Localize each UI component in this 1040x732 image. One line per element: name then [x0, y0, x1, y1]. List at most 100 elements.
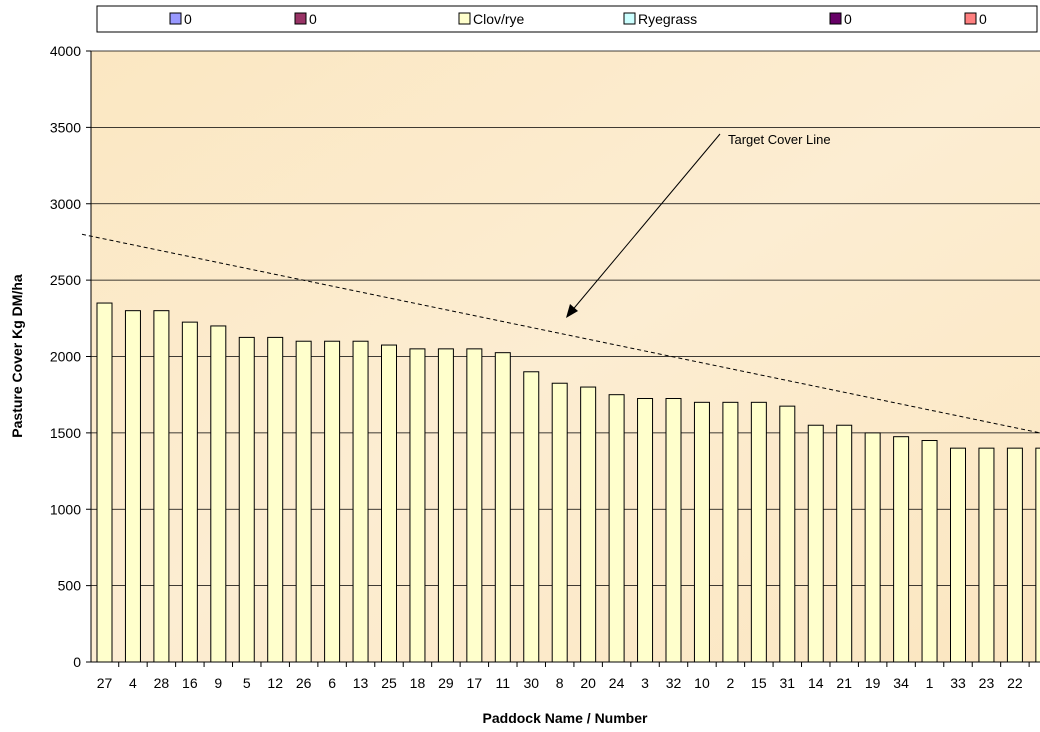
- annotation-arrow: [569, 133, 721, 314]
- y-tick-label: 0: [73, 654, 81, 670]
- x-tick-label: 5: [243, 675, 251, 691]
- legend-swatch-6: [964, 12, 977, 25]
- x-tick-label: 24: [609, 675, 625, 691]
- legend-frame: [96, 5, 1038, 33]
- bar-8: [551, 382, 568, 663]
- bar-24: [608, 394, 625, 663]
- bar-13: [352, 340, 369, 663]
- bar-2: [722, 401, 739, 663]
- bar-34: [893, 436, 910, 663]
- x-tick-label: 1: [926, 675, 934, 691]
- bar-16: [181, 321, 198, 663]
- legend-label-2: 0: [309, 11, 317, 27]
- legend-label-5: 0: [844, 11, 852, 27]
- bar-7: [1035, 447, 1040, 663]
- bar-28: [153, 310, 170, 663]
- bar-5: [238, 336, 255, 663]
- x-tick-label: 13: [353, 675, 369, 691]
- legend: 0 0 Clov/rye Ryegrass 0 0: [96, 5, 1038, 33]
- x-tick-label: 20: [580, 675, 596, 691]
- x-tick-label: 18: [410, 675, 426, 691]
- y-axis-title: Pasture Cover Kg DM/ha: [9, 274, 25, 438]
- x-tick-label: 17: [467, 675, 483, 691]
- bar-4: [124, 310, 141, 663]
- bar-26: [295, 340, 312, 663]
- x-tick-label: 31: [780, 675, 796, 691]
- bar-30: [523, 371, 540, 663]
- y-tick-label: 2000: [50, 349, 81, 365]
- x-tick-label: 27: [97, 675, 113, 691]
- x-tick-label: 3: [641, 675, 649, 691]
- y-tick-label: 1500: [50, 425, 81, 441]
- legend-label-3: Clov/rye: [473, 11, 525, 27]
- bar-33: [950, 447, 966, 663]
- legend-swatch-3: [458, 12, 471, 25]
- bar-1: [921, 440, 938, 663]
- axes: [86, 50, 1040, 667]
- y-tick-labels: 0 500 1000 1500 2000 2500 3000 3500 4000: [50, 43, 81, 670]
- bar-31: [779, 405, 796, 663]
- legend-swatch-5: [829, 12, 842, 25]
- x-tick-label: 26: [296, 675, 312, 691]
- x-tick-label: 15: [751, 675, 767, 691]
- annotation-arrowhead: [566, 304, 578, 318]
- bar-14: [807, 424, 824, 663]
- legend-label-1: 0: [184, 11, 192, 27]
- x-tick-label: 9: [214, 675, 222, 691]
- x-tick-label: 11: [496, 675, 511, 691]
- legend-label-6: 0: [979, 11, 987, 27]
- bar-12: [267, 336, 284, 663]
- x-axis-title: Paddock Name / Number: [483, 710, 648, 726]
- x-tick-label: 4: [129, 675, 137, 691]
- bar-10: [693, 401, 710, 663]
- bar-9: [210, 325, 227, 663]
- x-tick-label: 29: [438, 675, 454, 691]
- x-tick-label: 23: [979, 675, 995, 691]
- bar-32: [665, 398, 682, 663]
- legend-swatch-1: [169, 12, 182, 25]
- y-tick-label: 3500: [50, 119, 81, 135]
- bar-29: [437, 348, 454, 663]
- x-tick-label: 19: [865, 675, 881, 691]
- target-cover-line: [81, 233, 1040, 434]
- y-tick-label: 1000: [50, 501, 81, 517]
- x-tick-label: 25: [381, 675, 397, 691]
- bars: [96, 302, 1040, 663]
- x-tick-label: 32: [666, 675, 682, 691]
- x-tick-label: 33: [950, 675, 966, 691]
- legend-item-5: 0: [829, 11, 852, 27]
- y-tick-label: 4000: [50, 43, 81, 59]
- x-tick-label: 10: [694, 675, 710, 691]
- y-tick-label: 500: [58, 578, 82, 594]
- bar-20: [580, 386, 597, 663]
- x-tick-label: 14: [808, 675, 824, 691]
- x-tick-label: 21: [836, 675, 852, 691]
- bar-21: [836, 424, 853, 663]
- x-tick-label: 8: [556, 675, 564, 691]
- bar-15: [750, 401, 767, 663]
- legend-item-3: Clov/rye: [458, 11, 525, 27]
- bar-11: [494, 352, 511, 663]
- x-tick-label: 34: [893, 675, 909, 691]
- x-tick-label: 30: [523, 675, 539, 691]
- bar-22: [1006, 447, 1023, 663]
- bar-23: [978, 447, 995, 663]
- legend-item-6: 0: [964, 11, 987, 27]
- bar-27: [96, 302, 113, 663]
- target-line-label: Target Cover Line: [728, 132, 831, 147]
- y-tick-label: 2500: [50, 272, 81, 288]
- bar-18: [409, 348, 426, 663]
- bar-3: [637, 398, 654, 663]
- bar-25: [381, 344, 397, 663]
- x-tick-label: 16: [182, 675, 198, 691]
- y-tick-label: 3000: [50, 196, 81, 212]
- bar-6: [324, 340, 341, 663]
- legend-swatch-2: [294, 12, 307, 25]
- x-tick-label: 28: [154, 675, 170, 691]
- legend-item-2: 0: [294, 11, 317, 27]
- x-tick-labels: 27 4 28 16 9 5 12 26 6 13 25 18 29 17 11 30 8 20 24 3 32 10 2 1…: [97, 675, 1023, 691]
- x-tick-label: 12: [267, 675, 283, 691]
- x-tick-label: 22: [1007, 675, 1023, 691]
- legend-item-4: Ryegrass: [623, 11, 697, 27]
